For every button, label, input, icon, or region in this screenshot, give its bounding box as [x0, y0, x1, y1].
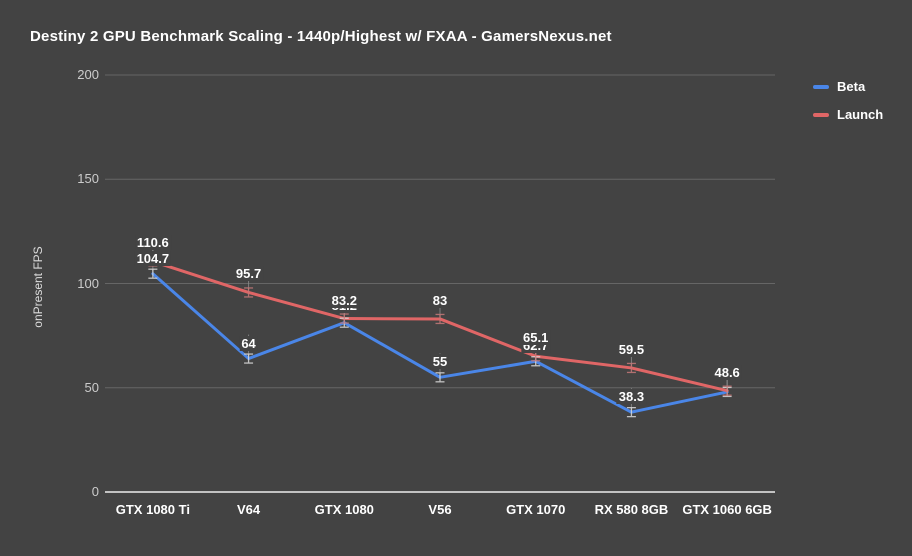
- launch-series-swatch-icon: [813, 112, 829, 117]
- launch-data-label: 83: [430, 292, 450, 308]
- y-tick-label: 150: [77, 171, 99, 187]
- beta-error-bar: [435, 372, 445, 383]
- launch-error-bar: [722, 385, 732, 396]
- launch-data-label: 65.1: [521, 330, 551, 346]
- legend: Beta Launch: [813, 79, 883, 135]
- y-tick-label: 50: [84, 379, 99, 395]
- beta-series-swatch-icon: [813, 84, 829, 89]
- legend-item-launch: Launch: [813, 107, 883, 122]
- x-category-label: RX 580 8GB: [594, 502, 669, 517]
- legend-label-launch: Launch: [837, 107, 884, 122]
- beta-data-label: 38.3: [616, 389, 647, 405]
- x-category-label: GTX 1070: [506, 502, 566, 517]
- beta-data-label: 104.7: [134, 250, 172, 266]
- y-tick-label: 0: [91, 484, 99, 499]
- launch-data-label: 95.7: [233, 266, 264, 282]
- launch-data-label: 110.6: [134, 235, 171, 251]
- beta-data-label: 64: [239, 335, 258, 351]
- x-category-label: GTX 1060 6GB: [682, 502, 772, 517]
- chart-title: Destiny 2 GPU Benchmark Scaling - 1440p/…: [30, 28, 612, 45]
- x-category-label: GTX 1080 Ti: [115, 502, 190, 517]
- launch-data-label: 48.6: [712, 364, 742, 380]
- x-category-label: GTX 1080: [314, 502, 374, 517]
- launch-error-bar: [435, 313, 445, 325]
- x-category-label: V64: [236, 502, 261, 517]
- beta-error-bar: [148, 268, 158, 279]
- beta-error-bar: [626, 406, 636, 418]
- launch-data-label: 83.2: [329, 292, 359, 308]
- y-tick-label: 200: [77, 67, 99, 82]
- launch-error-bar: [626, 362, 636, 374]
- beta-error-bar: [244, 353, 254, 364]
- legend-item-beta: Beta: [813, 79, 883, 94]
- x-category-label: V56: [428, 502, 452, 517]
- legend-label-beta: Beta: [837, 79, 866, 94]
- launch-data-label: 59.5: [616, 341, 647, 357]
- launch-error-bar: [244, 287, 254, 298]
- beta-data-label: 55: [430, 354, 450, 370]
- y-tick-label: 100: [77, 275, 99, 291]
- launch-error-bar: [339, 313, 349, 324]
